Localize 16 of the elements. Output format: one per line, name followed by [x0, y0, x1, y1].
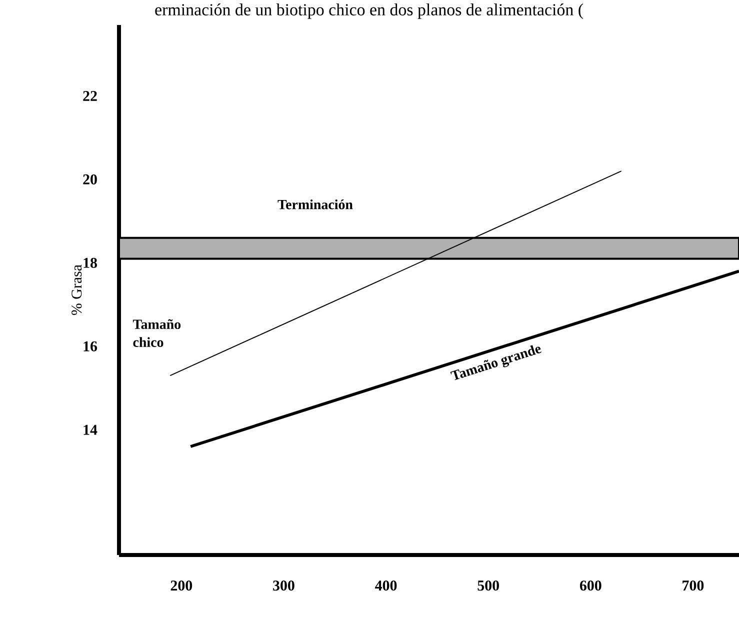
x-tick-label: 600 — [580, 580, 602, 591]
x-tick-label: 500 — [478, 580, 499, 591]
y-axis-title: % Grasa — [72, 264, 82, 315]
y-tick-label: 16 — [84, 341, 98, 352]
series-label: Tamaño chico — [132, 319, 181, 347]
y-tick-label: 20 — [83, 174, 97, 184]
x-tick-label: 200 — [170, 580, 192, 591]
chart-title: erminación de un biotipo chico en dos planos de alimentación ( — [155, 4, 583, 19]
y-tick-label: 22 — [83, 90, 97, 101]
x-tick-label: 700 — [682, 580, 704, 591]
band-label: Terminación — [278, 199, 353, 210]
y-tick-label: 14 — [84, 424, 98, 435]
text: Tamaño grande — [450, 345, 542, 380]
x-tick-label: 300 — [273, 580, 294, 591]
x-tick-label: 400 — [375, 580, 397, 591]
y-tick-label: 18 — [84, 258, 97, 268]
